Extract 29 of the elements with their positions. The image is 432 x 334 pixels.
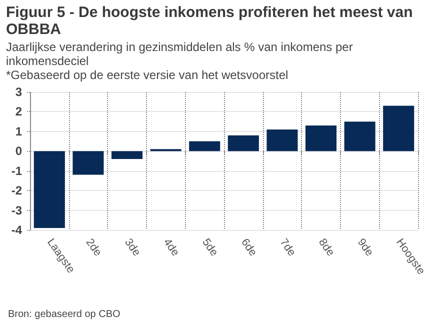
x-tick-label: 5de [200, 236, 220, 258]
bar [383, 106, 414, 152]
bar [72, 151, 104, 175]
y-tick-label: 2 [15, 104, 22, 119]
chart-title: Figuur 5 - De hoogste inkomens profiteren het meest van OBBBA [6, 4, 414, 38]
y-tick-label: 1 [15, 124, 22, 138]
text: Bron: gebaseerd op CBO [8, 309, 120, 320]
x-tick-label: 8de [316, 236, 336, 258]
y-tick-label: -3 [11, 203, 22, 218]
chart-subtitle: Jaarlijkse verandering in gezinsmiddelen als % van inkomens per inkomensdeciel [6, 40, 354, 68]
y-tick-label: -4 [11, 223, 22, 237]
x-tick-label: 7de [277, 236, 298, 258]
bar [228, 135, 259, 152]
x-tick-label: 2de [83, 236, 104, 258]
y-tick-label: -1 [11, 164, 22, 178]
bar [111, 151, 143, 160]
y-tick-label: 3 [15, 85, 22, 99]
bar [305, 126, 337, 152]
text: *Gebaseerd op de eerste versie van het wetsvoorstel [6, 68, 290, 82]
y-tick-label: -2 [11, 184, 22, 198]
x-tick-label: 4de [160, 236, 182, 258]
bar [344, 122, 376, 152]
bar [189, 141, 220, 152]
bar [266, 129, 298, 152]
x-tick-label: 3de [122, 236, 142, 258]
y-tick-label: 0 [15, 144, 22, 158]
x-tick-label: 6de [238, 236, 259, 258]
x-tick-label: 9de [354, 236, 376, 258]
bar [34, 151, 65, 228]
